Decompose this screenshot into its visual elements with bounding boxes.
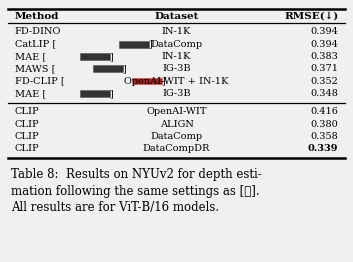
Text: CatLIP [: CatLIP [ [15,40,56,49]
Text: IN-1K: IN-1K [162,52,191,61]
Text: RMSE(↓): RMSE(↓) [284,12,338,21]
Text: ]: ] [122,64,126,73]
Text: 0.371: 0.371 [310,64,338,73]
Text: FD-CLIP [: FD-CLIP [ [15,77,64,86]
Text: CLIP: CLIP [15,144,40,153]
Text: 0.416: 0.416 [310,107,338,116]
Text: FD-DINO: FD-DINO [15,28,61,36]
Text: ]: ] [109,89,113,98]
Text: MAE [: MAE [ [15,89,46,98]
Text: Dataset: Dataset [154,12,199,21]
Text: IN-1K: IN-1K [162,28,191,36]
FancyBboxPatch shape [80,53,109,60]
Text: CLIP: CLIP [15,120,40,129]
Text: OpenAI-WIT: OpenAI-WIT [146,107,207,116]
FancyBboxPatch shape [93,66,122,72]
Text: CLIP: CLIP [15,107,40,116]
Text: OpenAI-WIT + IN-1K: OpenAI-WIT + IN-1K [124,77,229,86]
Text: DataComp: DataComp [150,40,203,49]
FancyBboxPatch shape [132,78,162,84]
Text: Method: Method [15,12,59,21]
Text: Table 8:  Results on NYUv2 for depth esti-
mation following the same settings as: Table 8: Results on NYUv2 for depth esti… [11,168,262,214]
Text: MAE [: MAE [ [15,52,46,61]
Text: 0.358: 0.358 [311,132,338,141]
Text: DataCompDR: DataCompDR [143,144,210,153]
FancyBboxPatch shape [80,90,109,97]
Text: 0.394: 0.394 [310,28,338,36]
Text: IG-3B: IG-3B [162,89,191,98]
Text: 0.383: 0.383 [310,52,338,61]
Text: 0.352: 0.352 [310,77,338,86]
Text: MAWS [: MAWS [ [15,64,55,73]
Text: ]: ] [162,77,166,86]
Text: DataComp: DataComp [150,132,203,141]
Text: CLIP: CLIP [15,132,40,141]
Text: ]: ] [149,40,152,49]
Text: 0.348: 0.348 [310,89,338,98]
Text: ]: ] [109,52,113,61]
Text: IG-3B: IG-3B [162,64,191,73]
Text: ALIGN: ALIGN [160,120,193,129]
Text: 0.380: 0.380 [311,120,338,129]
FancyBboxPatch shape [119,41,149,48]
Text: 0.339: 0.339 [308,144,338,153]
Text: 0.394: 0.394 [310,40,338,49]
